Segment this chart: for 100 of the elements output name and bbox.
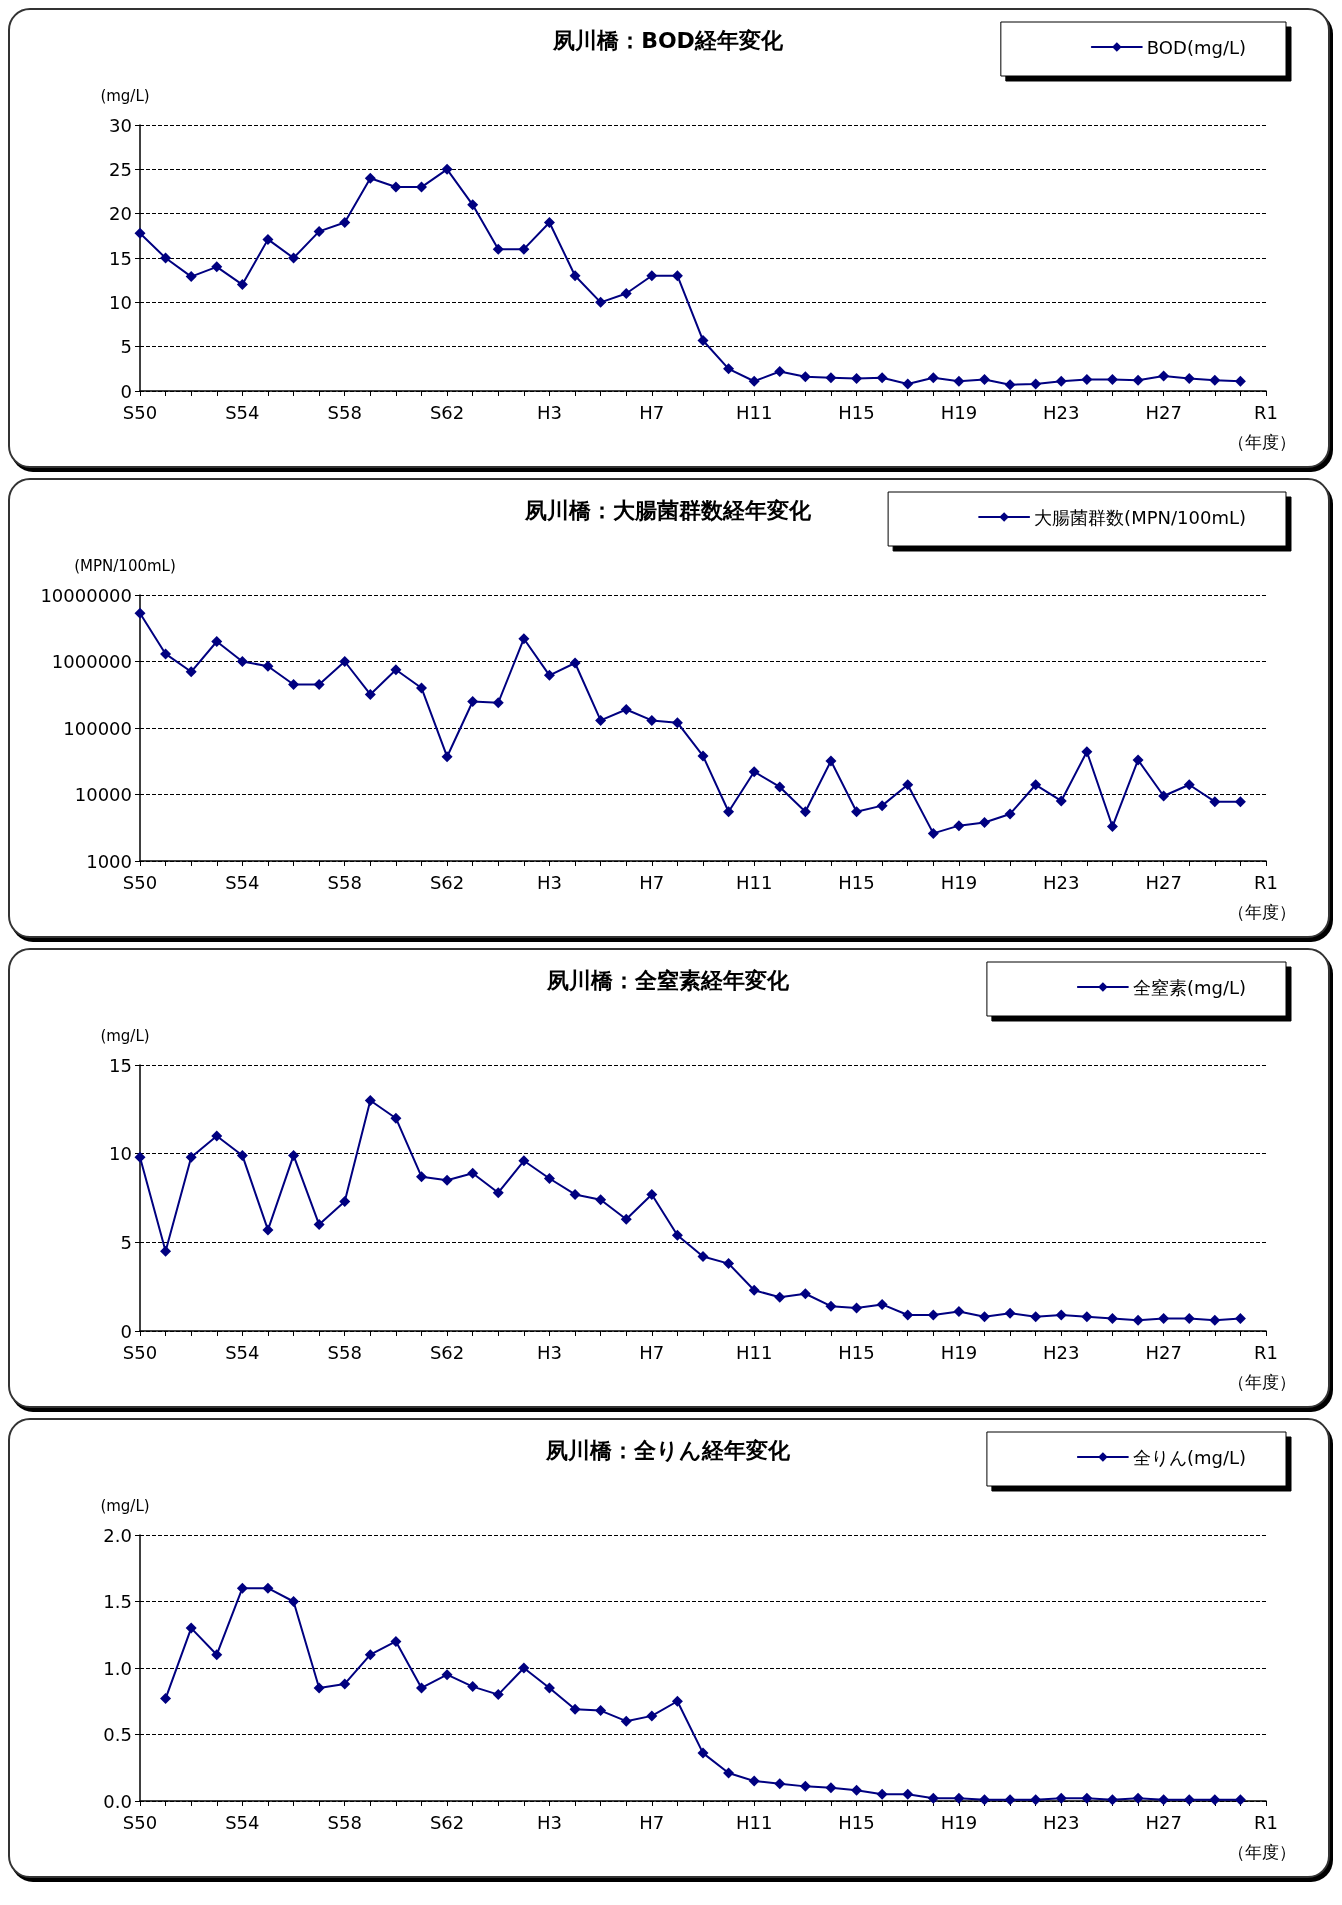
point xyxy=(160,1693,172,1705)
point xyxy=(185,1622,197,1634)
point xyxy=(723,1258,735,1270)
x-axis-title: （年度） xyxy=(1228,1371,1296,1392)
point xyxy=(313,225,325,237)
x-tick-label: H19 xyxy=(940,1811,978,1833)
point xyxy=(416,1682,427,1694)
y-axis-title: (mg/L) xyxy=(100,1496,150,1515)
point xyxy=(620,287,632,299)
point xyxy=(1209,374,1221,386)
point xyxy=(339,656,351,667)
y-tick-label: 2.0 xyxy=(103,1524,132,1546)
point xyxy=(927,827,939,839)
point xyxy=(851,806,863,818)
point xyxy=(211,1130,223,1142)
point xyxy=(953,1305,965,1317)
point xyxy=(646,714,658,726)
point xyxy=(595,1705,607,1717)
point xyxy=(979,1794,990,1806)
point xyxy=(518,1155,530,1167)
x-tick-label: H19 xyxy=(940,1341,978,1363)
point xyxy=(416,682,427,694)
point xyxy=(288,679,300,691)
point xyxy=(595,1194,607,1206)
point xyxy=(134,1151,146,1163)
point xyxy=(1055,795,1067,807)
y-axis-title: (mg/L) xyxy=(100,1026,150,1045)
y-tick-label: 1000000 xyxy=(51,651,132,672)
point xyxy=(774,365,786,377)
y-tick-label: 10 xyxy=(109,291,132,313)
point xyxy=(211,1649,223,1661)
point xyxy=(467,696,479,708)
point xyxy=(390,1112,402,1124)
x-tick-label: S50 xyxy=(122,1811,158,1833)
point xyxy=(1081,373,1093,385)
point xyxy=(288,1149,300,1161)
point xyxy=(851,373,863,385)
point xyxy=(876,1788,888,1800)
x-tick-label: S62 xyxy=(429,871,465,893)
x-tick-label: S58 xyxy=(327,1811,362,1833)
x-tick-label: S54 xyxy=(225,1811,260,1833)
point xyxy=(1081,1311,1093,1323)
point xyxy=(1183,1313,1195,1325)
x-tick-label: H7 xyxy=(639,1341,665,1363)
point xyxy=(1030,1794,1042,1806)
point xyxy=(774,1778,786,1790)
y-tick-label: 10000 xyxy=(74,784,132,805)
point xyxy=(543,1172,555,1184)
point xyxy=(364,172,376,184)
point xyxy=(851,1302,863,1314)
point xyxy=(160,252,172,264)
point xyxy=(262,1224,274,1236)
x-tick-label: H15 xyxy=(838,1341,875,1363)
point xyxy=(876,372,888,384)
x-tick-label: H3 xyxy=(536,1341,562,1363)
point xyxy=(313,1219,325,1231)
point xyxy=(390,1635,402,1647)
point xyxy=(1004,1307,1016,1319)
point xyxy=(1030,1311,1042,1323)
x-tick-label: S54 xyxy=(225,401,260,423)
x-tick-label: S58 xyxy=(327,871,362,893)
point xyxy=(467,199,479,211)
point xyxy=(518,1662,530,1674)
point xyxy=(1183,1794,1195,1806)
chart-title: 夙川橋：全りん経年変化 xyxy=(545,1437,791,1463)
point xyxy=(646,1188,658,1200)
point xyxy=(953,375,965,387)
x-tick-label: H23 xyxy=(1043,401,1080,423)
point xyxy=(390,181,402,193)
y-tick-label: 1000 xyxy=(86,850,132,872)
point xyxy=(595,714,607,726)
x-tick-label: H3 xyxy=(536,1811,562,1833)
x-axis-title: （年度） xyxy=(1228,1841,1296,1862)
point xyxy=(134,227,146,239)
point xyxy=(620,1715,632,1727)
y-tick-label: 1.5 xyxy=(103,1591,132,1612)
y-tick-label: 1.0 xyxy=(103,1657,132,1679)
point xyxy=(236,279,248,291)
point xyxy=(671,717,683,729)
x-tick-label: H15 xyxy=(838,401,875,423)
point xyxy=(441,1669,453,1681)
x-tick-label: S54 xyxy=(225,871,260,893)
point xyxy=(1158,1313,1170,1325)
y-tick-label: 0.5 xyxy=(103,1724,132,1745)
point xyxy=(492,1689,504,1701)
point xyxy=(492,1187,504,1199)
point xyxy=(927,1792,939,1804)
point xyxy=(1030,779,1042,791)
point xyxy=(390,664,402,676)
point xyxy=(441,1174,453,1186)
point xyxy=(416,181,427,193)
y-axis-title: (MPN/100mL) xyxy=(74,556,176,575)
point xyxy=(185,271,197,283)
point xyxy=(1055,375,1067,387)
x-tick-label: H3 xyxy=(536,871,562,893)
point xyxy=(1158,790,1170,802)
point xyxy=(441,163,453,175)
point xyxy=(595,296,607,308)
point xyxy=(748,766,760,778)
legend-label: 大腸菌群数(MPN/100mL) xyxy=(1034,506,1247,528)
